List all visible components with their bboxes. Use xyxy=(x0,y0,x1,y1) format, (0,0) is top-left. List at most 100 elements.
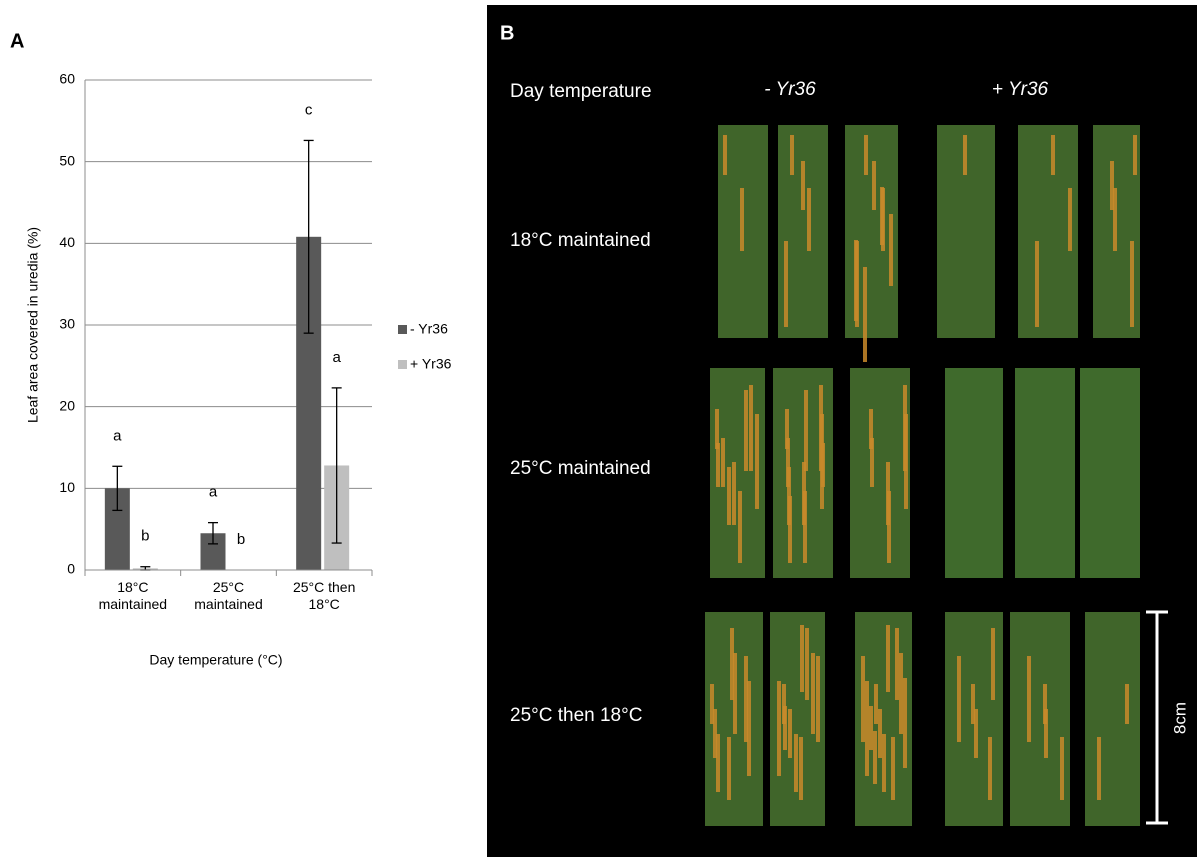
lesion xyxy=(887,491,891,563)
lesion xyxy=(790,135,794,175)
error-bar xyxy=(112,465,123,512)
lesion xyxy=(891,737,895,800)
lesion xyxy=(799,737,803,800)
lesion xyxy=(874,684,878,724)
group-label: - Yr36 xyxy=(764,79,816,100)
lesion xyxy=(713,709,717,758)
lesion xyxy=(991,628,995,700)
lesion xyxy=(864,135,868,175)
lesion xyxy=(740,188,744,251)
lesion xyxy=(794,734,798,792)
error-bar xyxy=(208,521,218,545)
scale-bar xyxy=(1146,610,1168,825)
significance-letter: a xyxy=(209,484,218,501)
error-bar xyxy=(331,387,342,544)
significance-letter: a xyxy=(113,427,122,444)
lesion xyxy=(784,241,788,327)
lesion xyxy=(744,656,748,742)
lesion xyxy=(821,443,825,487)
y-tick-label: 40 xyxy=(59,234,75,250)
column-header: Day temperature xyxy=(510,81,652,102)
panel-label: B xyxy=(500,22,514,44)
lesion xyxy=(873,731,877,784)
lesion xyxy=(899,653,903,734)
lesion xyxy=(807,188,811,251)
lesion xyxy=(733,653,737,734)
lesion xyxy=(723,135,727,175)
panel-label: A xyxy=(10,30,24,52)
lesion xyxy=(957,656,961,742)
leaf xyxy=(945,368,1003,578)
lesion xyxy=(882,734,886,792)
lesion xyxy=(869,706,873,750)
leaf xyxy=(1080,368,1140,578)
lesion xyxy=(904,414,908,509)
y-tick-label: 10 xyxy=(59,479,75,495)
y-tick-label: 20 xyxy=(59,397,75,413)
significance-letter: b xyxy=(237,531,245,548)
group-label: + Yr36 xyxy=(992,79,1049,100)
lesion xyxy=(889,214,893,286)
row-label: 25°C then 18°C xyxy=(510,705,642,726)
lesion xyxy=(865,681,869,776)
lesion xyxy=(749,385,753,471)
leaf xyxy=(850,368,910,578)
lesion xyxy=(744,390,748,471)
leaf xyxy=(1015,368,1075,578)
lesion xyxy=(863,267,867,362)
significance-letter: b xyxy=(141,528,149,545)
legend-swatch xyxy=(398,360,407,369)
lesion xyxy=(805,628,809,700)
lesion xyxy=(716,443,720,487)
lesion xyxy=(1051,135,1055,175)
lesion xyxy=(1043,684,1047,724)
lesion xyxy=(732,462,736,525)
lesion xyxy=(861,656,865,742)
legend-label: + Yr36 xyxy=(410,356,452,372)
lesion xyxy=(878,709,882,758)
x-axis-label: Day temperature (°C) xyxy=(149,652,282,668)
lesion xyxy=(747,681,751,776)
significance-letter: a xyxy=(332,349,341,366)
lesion xyxy=(1044,709,1048,758)
legend-swatch xyxy=(398,325,407,334)
y-tick-label: 60 xyxy=(59,71,75,87)
lesion xyxy=(872,161,876,210)
lesion xyxy=(777,681,781,776)
y-tick-label: 50 xyxy=(59,152,75,168)
lesion xyxy=(811,653,815,734)
lesion xyxy=(1035,241,1039,327)
scale-label: 8cm xyxy=(1170,702,1189,734)
lesion xyxy=(886,625,890,692)
lesion xyxy=(785,409,789,449)
x-tick-label: 25°C maintained xyxy=(194,579,263,612)
lesion xyxy=(803,491,807,563)
y-tick-label: 0 xyxy=(67,561,75,577)
y-tick-label: 30 xyxy=(59,316,75,332)
lesion xyxy=(716,734,720,792)
lesion xyxy=(854,240,858,321)
lesion xyxy=(880,187,884,245)
lesion xyxy=(721,438,725,487)
lesion xyxy=(783,706,787,750)
row-label: 18°C maintained xyxy=(510,230,651,251)
lesion xyxy=(788,496,792,563)
lesion xyxy=(1125,684,1129,724)
lesion xyxy=(1130,241,1134,327)
lesion xyxy=(800,625,804,692)
lesion xyxy=(1068,188,1072,251)
x-tick-label: 25°C then 18°C xyxy=(292,579,356,612)
lesion xyxy=(755,414,759,509)
y-axis-label: Leaf area covered in uredia (%) xyxy=(25,227,41,423)
lesion xyxy=(816,656,820,742)
lesion xyxy=(963,135,967,175)
leaf xyxy=(1085,612,1140,826)
legend-label: - Yr36 xyxy=(410,321,448,337)
lesion xyxy=(727,467,731,525)
lesion xyxy=(1133,135,1137,175)
lesion xyxy=(1113,188,1117,251)
lesion xyxy=(788,709,792,758)
lesion xyxy=(903,678,907,768)
